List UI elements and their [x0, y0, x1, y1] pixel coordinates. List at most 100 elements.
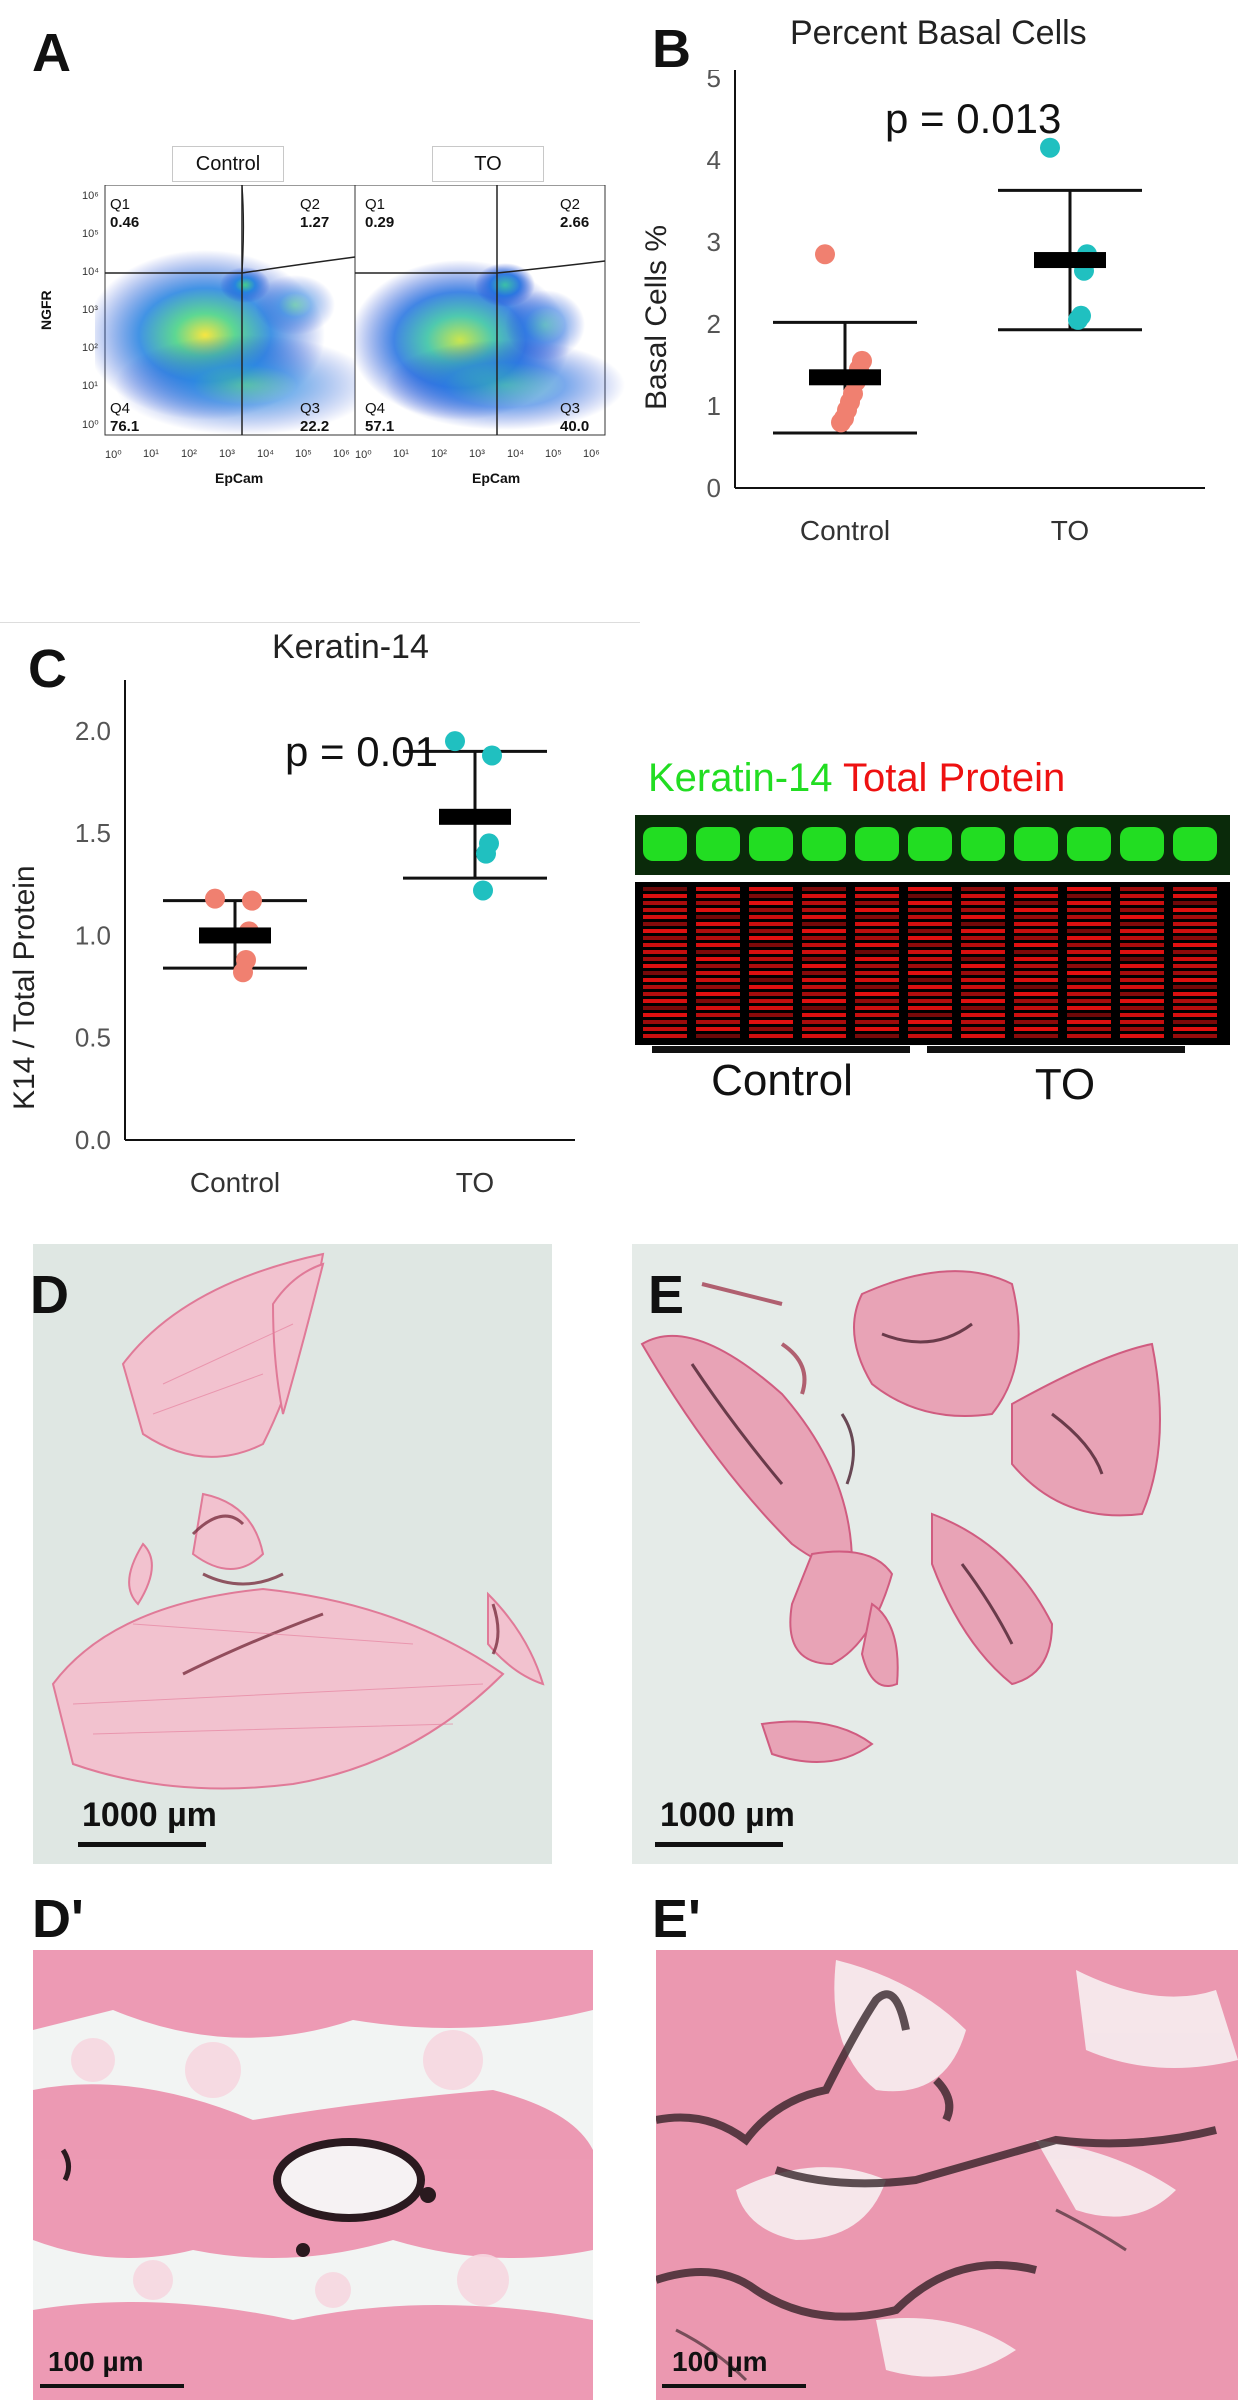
blot-band-total: [643, 999, 687, 1003]
blot-band-total: [961, 1027, 1005, 1031]
blot-band-total: [1014, 978, 1058, 982]
blot-band-total: [1173, 978, 1217, 982]
blot-band-total: [1173, 950, 1217, 954]
blot-band-total: [961, 985, 1005, 989]
blot-band-total: [802, 978, 846, 982]
blot-band-total: [802, 922, 846, 926]
blot-band-total: [855, 1034, 899, 1038]
flow-plot-to: [355, 185, 625, 436]
data-point-control: [242, 890, 262, 911]
blot-band-total: [1014, 1027, 1058, 1031]
flow-tab-to: TO: [432, 146, 544, 182]
blot-band-total: [1120, 901, 1164, 905]
flow-xtick: 10⁶: [333, 448, 350, 460]
blot-band-total: [749, 887, 793, 891]
blot-band-total: [1014, 1013, 1058, 1017]
blot-band-total: [1120, 1006, 1164, 1010]
data-point-to: [1068, 309, 1088, 330]
y-tick-label: 4: [707, 145, 721, 175]
blot-band-total: [1120, 950, 1164, 954]
blot-band-total: [696, 936, 740, 940]
blot-band-total: [908, 964, 952, 968]
blot-band-total: [1014, 908, 1058, 912]
blot-band-k14: [749, 827, 793, 861]
blot-band-total: [1173, 887, 1217, 891]
blot-band-total: [1014, 929, 1058, 933]
blot-band-total: [908, 936, 952, 940]
blot-band-total: [696, 894, 740, 898]
divider: [0, 622, 640, 623]
blot-band-total: [802, 1006, 846, 1010]
blot-band-total: [1067, 950, 1111, 954]
blot-bar-control: [652, 1046, 910, 1053]
blot-band-total: [1014, 894, 1058, 898]
blot-band-total: [802, 971, 846, 975]
blot-band-total: [802, 908, 846, 912]
chart-b-title: Percent Basal Cells: [790, 14, 1087, 52]
panel-ep-letter: E': [652, 1889, 701, 1949]
to-q2: Q2 2.66: [560, 196, 590, 231]
blot-band-total: [908, 985, 952, 989]
ctrl-q2: Q2 1.27: [300, 196, 330, 231]
flow-xtick: 10⁰: [105, 449, 122, 461]
blot-band-total: [696, 950, 740, 954]
blot-title-red: Total Protein: [842, 756, 1066, 800]
flow-ytick: 10⁰: [82, 419, 99, 431]
blot-band-total: [1014, 992, 1058, 996]
blot-band-total: [961, 922, 1005, 926]
blot-band-k14: [1120, 827, 1164, 861]
blot-band-total: [1014, 922, 1058, 926]
y-tick-label: 3: [707, 227, 721, 257]
x-tick-label-control: Control: [190, 1167, 280, 1198]
blot-band-total: [1120, 978, 1164, 982]
y-tick-label: 1: [707, 391, 721, 421]
blot-band-total: [696, 887, 740, 891]
blot-band-total: [802, 943, 846, 947]
blot-band-k14: [696, 827, 740, 861]
blot-band-total: [1014, 901, 1058, 905]
blot-band-total: [1120, 908, 1164, 912]
blot-band-total: [961, 999, 1005, 1003]
chart-c-ylabel: K14 / Total Protein: [8, 865, 41, 1110]
data-point-to: [1040, 137, 1060, 158]
blot-band-total: [802, 915, 846, 919]
blot-band-total: [696, 943, 740, 947]
flow-xtick: 10⁴: [507, 448, 524, 460]
blot-band-total: [696, 964, 740, 968]
blot-band-total: [1014, 950, 1058, 954]
histology-e-image: [632, 1244, 1238, 1864]
flow-xtick: 10⁵: [545, 448, 562, 460]
blot-band-total: [643, 1027, 687, 1031]
histology-eprime-image: [656, 1950, 1238, 2400]
blot-band-total: [1067, 992, 1111, 996]
scale-bar-d: [78, 1842, 206, 1847]
blot-band-total: [696, 1020, 740, 1024]
y-tick-label: 1.5: [75, 818, 111, 848]
blot-band-total: [908, 929, 952, 933]
y-tick-label: 0.5: [75, 1023, 111, 1053]
panel-d-letter: D: [30, 1265, 69, 1325]
blot-band-total: [643, 929, 687, 933]
chart-b-ylabel: Basal Cells %: [640, 224, 673, 410]
flow-xtick: 10²: [181, 448, 197, 460]
flow-x-axis-label-control: EpCam: [215, 470, 264, 486]
blot-band-total: [961, 887, 1005, 891]
blot-band-total: [1067, 901, 1111, 905]
blot-band-total: [1120, 999, 1164, 1003]
flow-ytick: 10⁵: [82, 228, 99, 240]
blot-band-total: [1120, 915, 1164, 919]
ctrl-q3: Q3 22.2: [300, 400, 330, 435]
blot-band-total: [696, 915, 740, 919]
blot-band-total: [802, 957, 846, 961]
blot-band-total: [1120, 887, 1164, 891]
blot-band-total: [696, 971, 740, 975]
blot-band-total: [1173, 1034, 1217, 1038]
blot-band-total: [643, 922, 687, 926]
x-tick-label-to: TO: [456, 1167, 494, 1198]
blot-band-total: [802, 999, 846, 1003]
blot-band-total: [643, 1034, 687, 1038]
chart-b-pvalue: p = 0.013: [885, 95, 1062, 142]
blot-band-total: [961, 971, 1005, 975]
flow-ytick: 10⁴: [82, 266, 99, 278]
blot-band-total: [1173, 936, 1217, 940]
